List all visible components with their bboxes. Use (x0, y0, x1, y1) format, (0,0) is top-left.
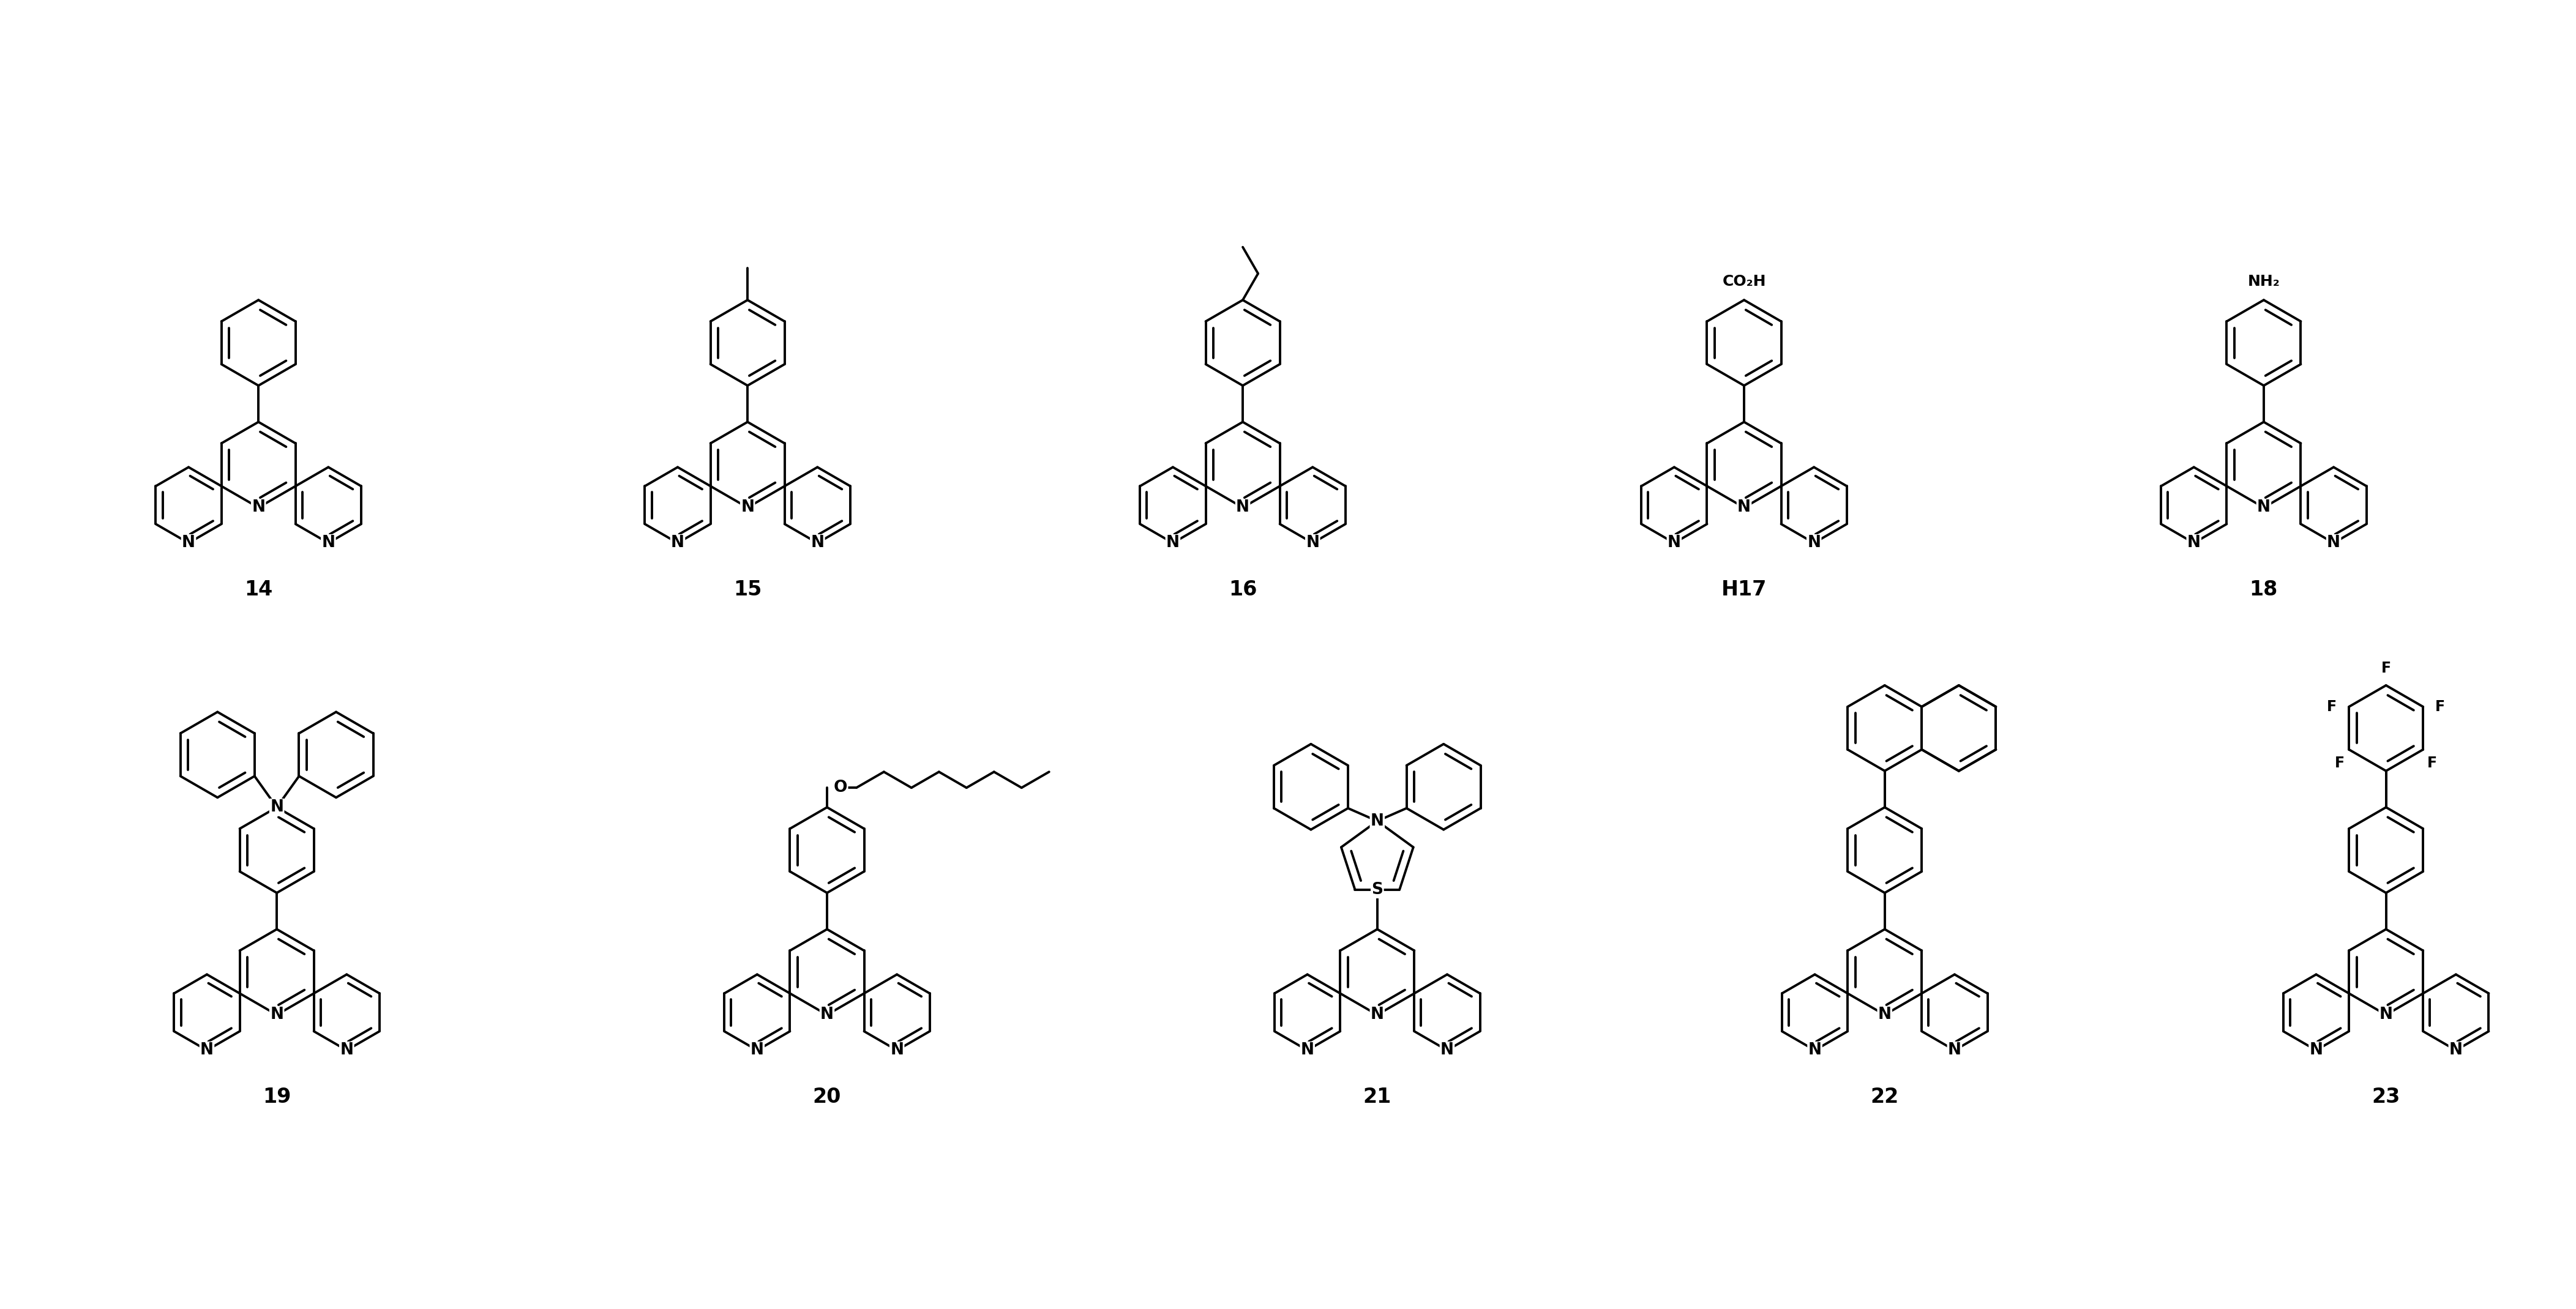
Text: N: N (1306, 535, 1319, 551)
Text: 23: 23 (2372, 1086, 2401, 1107)
Text: N: N (322, 535, 335, 551)
Text: H17: H17 (1721, 580, 1767, 600)
Text: N: N (1440, 1042, 1453, 1058)
Text: N: N (1236, 500, 1249, 516)
Text: N: N (1370, 1007, 1383, 1022)
Text: 14: 14 (245, 580, 273, 600)
Text: 21: 21 (1363, 1086, 1391, 1107)
Text: CO₂H: CO₂H (1723, 275, 1767, 289)
Text: F: F (2326, 699, 2336, 715)
Text: N: N (670, 535, 685, 551)
Text: N: N (811, 535, 824, 551)
Text: N: N (183, 535, 196, 551)
Text: N: N (1370, 813, 1383, 829)
Text: F: F (2380, 661, 2391, 675)
Text: 15: 15 (734, 580, 762, 600)
Text: N: N (2326, 535, 2342, 551)
Text: F: F (2427, 755, 2437, 770)
Text: N: N (340, 1042, 353, 1058)
Text: N: N (891, 1042, 904, 1058)
Text: S: S (1370, 882, 1383, 898)
Text: N: N (1947, 1042, 1960, 1058)
Text: 20: 20 (814, 1086, 842, 1107)
Text: N: N (1301, 1042, 1314, 1058)
Text: 19: 19 (263, 1086, 291, 1107)
Text: 16: 16 (1229, 580, 1257, 600)
Text: N: N (1878, 1007, 1891, 1022)
Text: N: N (2187, 535, 2200, 551)
Text: O: O (835, 780, 848, 796)
Text: N: N (750, 1042, 765, 1058)
Text: N: N (1667, 535, 1682, 551)
Text: N: N (2450, 1042, 2463, 1058)
Text: N: N (1808, 1042, 1821, 1058)
Text: N: N (2380, 1007, 2393, 1022)
Text: N: N (2257, 500, 2269, 516)
Text: N: N (2311, 1042, 2324, 1058)
Text: N: N (270, 800, 283, 816)
Text: N: N (252, 500, 265, 516)
Text: N: N (1736, 500, 1752, 516)
Text: N: N (1167, 535, 1180, 551)
Text: F: F (2334, 755, 2344, 770)
Text: N: N (1808, 535, 1821, 551)
Text: 22: 22 (1870, 1086, 1899, 1107)
Text: F: F (2434, 699, 2445, 715)
Text: 18: 18 (2249, 580, 2277, 600)
Text: N: N (201, 1042, 214, 1058)
Text: N: N (742, 500, 755, 516)
Text: N: N (819, 1007, 835, 1022)
Text: NH₂: NH₂ (2249, 275, 2280, 289)
Text: N: N (270, 1007, 283, 1022)
